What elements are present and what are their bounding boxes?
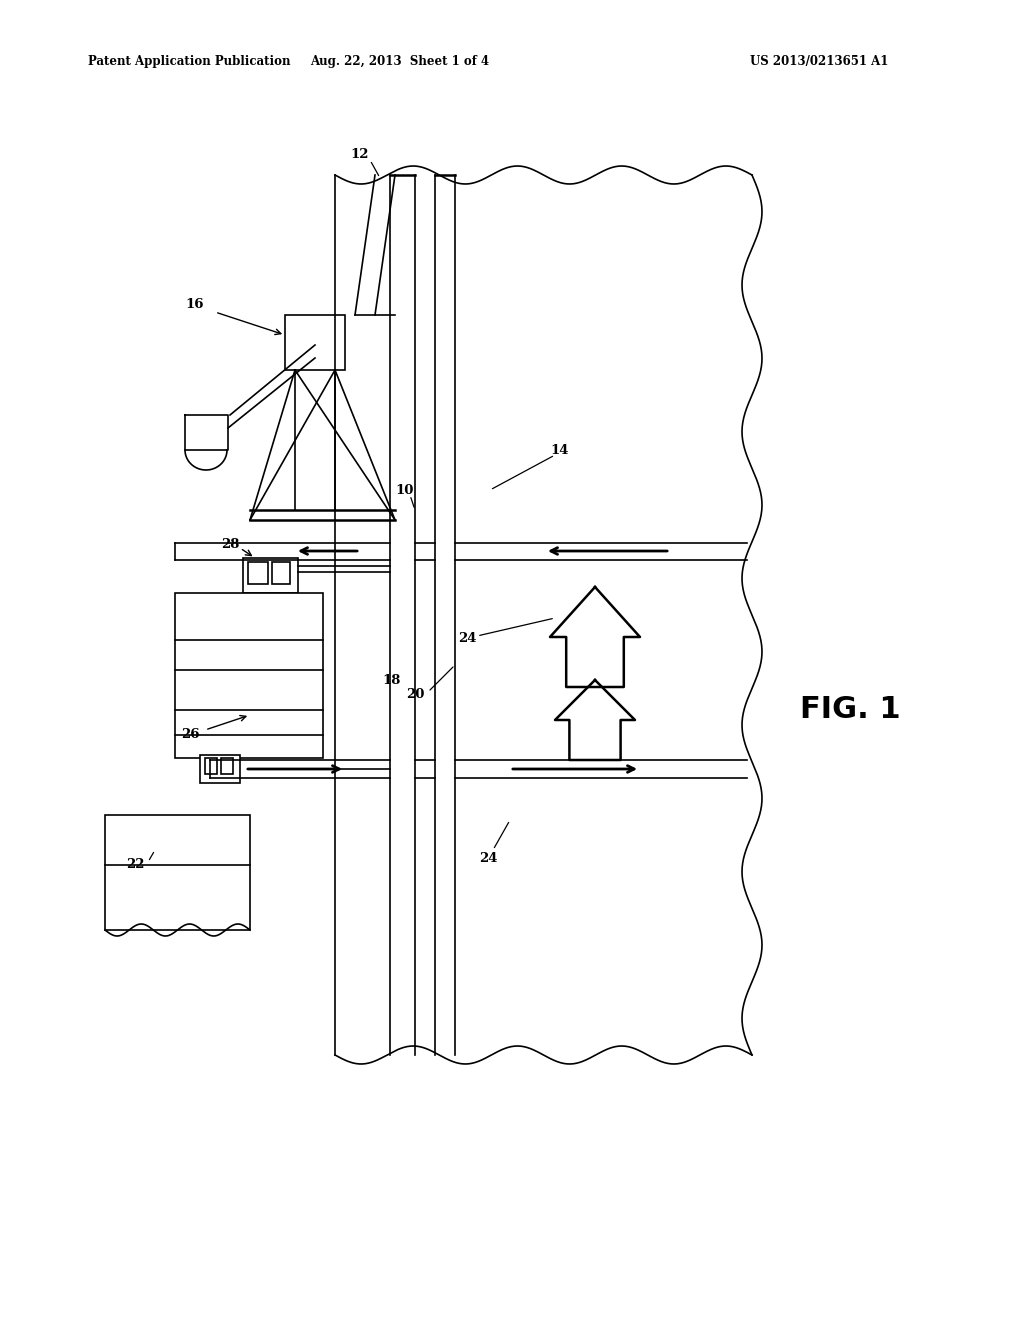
Bar (272, 562, 290, 583)
Text: 28: 28 (221, 539, 240, 552)
Bar (248, 562, 268, 583)
Bar (175, 593, 323, 758)
Bar (285, 315, 345, 370)
Text: 16: 16 (185, 298, 204, 312)
Bar (105, 814, 250, 931)
Text: 14: 14 (551, 444, 569, 457)
Text: 18: 18 (383, 673, 401, 686)
Bar (221, 758, 233, 774)
Text: Patent Application Publication: Patent Application Publication (88, 55, 291, 69)
Text: 24: 24 (458, 631, 476, 644)
Text: FIG. 1: FIG. 1 (800, 696, 901, 725)
Text: 12: 12 (351, 149, 370, 161)
Text: US 2013/0213651 A1: US 2013/0213651 A1 (750, 55, 889, 69)
Text: 10: 10 (396, 483, 414, 496)
Text: Aug. 22, 2013  Sheet 1 of 4: Aug. 22, 2013 Sheet 1 of 4 (310, 55, 489, 69)
Bar (205, 758, 217, 774)
Text: 24: 24 (479, 851, 498, 865)
Text: 20: 20 (406, 689, 424, 701)
Bar (200, 755, 240, 783)
Text: 22: 22 (126, 858, 144, 871)
Bar (243, 558, 298, 593)
Text: 26: 26 (181, 729, 200, 742)
